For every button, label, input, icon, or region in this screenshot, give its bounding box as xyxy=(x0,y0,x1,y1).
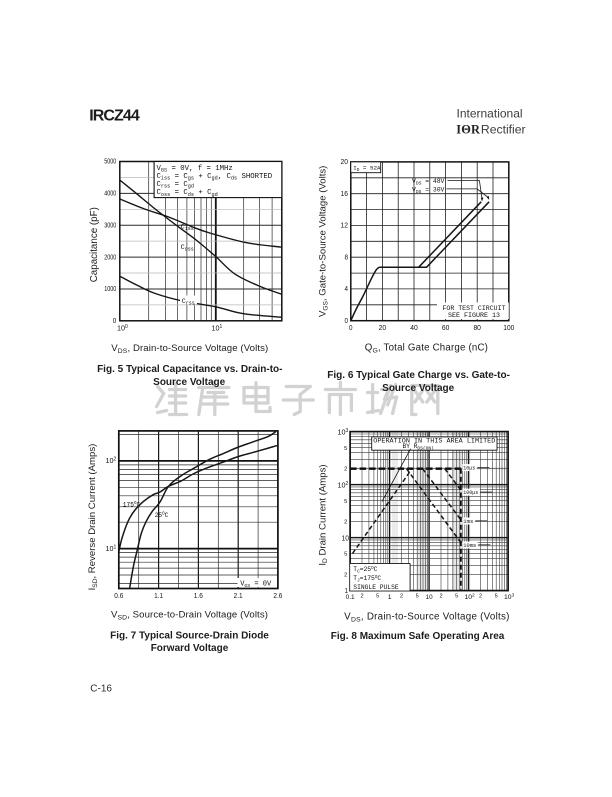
svg-text:FOR TEST CIRCUIT: FOR TEST CIRCUIT xyxy=(443,305,506,312)
svg-text:5: 5 xyxy=(344,499,347,505)
svg-text:VGS​ = 0V, f = 1MHz: VGS​ = 0V, f = 1MHz xyxy=(157,165,233,174)
svg-text:100: 100 xyxy=(503,323,514,332)
svg-text:VDS, Drain-to-Source Voltage (: VDS, Drain-to-Source Voltage (Volts) xyxy=(344,612,510,624)
svg-text:1000: 1000 xyxy=(104,284,116,293)
svg-text:2: 2 xyxy=(344,520,347,526)
svg-text:ISD, Reverse Drain Current (Am: ISD, Reverse Drain Current (Amps) xyxy=(87,444,99,591)
svg-text:2: 2 xyxy=(400,594,403,600)
svg-text:Capacitance (pF): Capacitance (pF) xyxy=(89,207,100,282)
svg-text:1: 1 xyxy=(388,594,392,601)
svg-text:102​: 102​ xyxy=(338,481,349,490)
svg-text:0: 0 xyxy=(345,316,349,325)
svg-text:5: 5 xyxy=(495,594,498,600)
svg-text:101​: 101​ xyxy=(106,544,117,553)
svg-text:Ciss​: Ciss​ xyxy=(181,224,194,233)
svg-text:IΘR: IΘR xyxy=(456,123,481,137)
svg-text:10: 10 xyxy=(426,594,433,601)
svg-text:VGS​ = 0V: VGS​ = 0V xyxy=(240,581,272,590)
svg-text:0.6: 0.6 xyxy=(114,591,123,600)
svg-text:Rectifier: Rectifier xyxy=(481,123,526,137)
svg-text:5: 5 xyxy=(344,552,347,558)
svg-text:5000: 5000 xyxy=(104,157,116,166)
svg-text:60: 60 xyxy=(442,323,450,332)
svg-text:20: 20 xyxy=(341,157,349,166)
svg-text:10µs: 10µs xyxy=(463,465,475,472)
svg-text:Crss​: Crss​ xyxy=(182,298,195,307)
svg-text:16: 16 xyxy=(341,189,349,198)
svg-text:40: 40 xyxy=(410,323,418,332)
svg-text:103​: 103​ xyxy=(338,428,349,437)
svg-text:2.1: 2.1 xyxy=(234,591,243,600)
svg-text:Coss​: Coss​ xyxy=(181,244,194,253)
svg-text:2: 2 xyxy=(479,594,482,600)
svg-text:Source Voltage: Source Voltage xyxy=(153,377,225,388)
svg-text:Fig. 7 Typical Source-Drain Di: Fig. 7 Typical Source-Drain Diode xyxy=(110,631,269,642)
svg-text:103​: 103​ xyxy=(504,592,515,600)
svg-text:Crss​ = Cgd​: Crss​ = Cgd​ xyxy=(157,181,194,190)
svg-text:102​: 102​ xyxy=(465,592,476,600)
svg-text:0: 0 xyxy=(113,316,117,325)
svg-text:VDS, Drain-to-Source Voltage (: VDS, Drain-to-Source Voltage (Volts) xyxy=(111,343,268,355)
svg-text:Fig. 8 Maximum Safe Operating: Fig. 8 Maximum Safe Operating Area xyxy=(331,631,505,642)
svg-text:25O​C: 25O​C xyxy=(155,512,169,519)
svg-text:ID​ = 52A: ID​ = 52A xyxy=(353,165,381,173)
svg-text:VDS​ = 48V: VDS​ = 48V xyxy=(412,178,445,187)
svg-text:ID Drain Current (Amps): ID Drain Current (Amps) xyxy=(317,464,329,565)
svg-text:100µs: 100µs xyxy=(463,489,478,496)
svg-text:175O​C: 175O​C xyxy=(123,501,141,508)
svg-text:3000: 3000 xyxy=(104,220,116,229)
svg-text:Coss​ = Cds​ + Cgd​: Coss​ = Cds​ + Cgd​ xyxy=(157,189,218,198)
svg-text:101​: 101​ xyxy=(212,324,223,333)
svg-text:20: 20 xyxy=(379,323,387,332)
svg-text:SEE FIGURE 13: SEE FIGURE 13 xyxy=(448,312,500,319)
svg-text:10ms: 10ms xyxy=(463,542,476,549)
svg-text:2.6: 2.6 xyxy=(273,591,282,600)
svg-text:1ms: 1ms xyxy=(463,518,473,525)
svg-text:2: 2 xyxy=(360,594,363,600)
svg-text:C-16: C-16 xyxy=(90,683,112,694)
svg-text:VDS​ = 30V: VDS​ = 30V xyxy=(412,187,445,196)
svg-text:Forward Voltage: Forward Voltage xyxy=(151,643,229,654)
svg-text:2000: 2000 xyxy=(104,252,116,261)
svg-text:0: 0 xyxy=(349,323,353,332)
svg-text:4: 4 xyxy=(345,284,349,293)
svg-text:10: 10 xyxy=(342,534,350,543)
svg-text:5: 5 xyxy=(376,594,379,600)
svg-text:0.1: 0.1 xyxy=(346,594,355,601)
svg-text:TJ​=175O​C: TJ​=175O​C xyxy=(353,575,381,583)
svg-text:2: 2 xyxy=(344,467,347,473)
svg-text:12: 12 xyxy=(341,221,349,230)
svg-text:International: International xyxy=(457,107,523,121)
svg-text:OPERATION IN THIS AREA LIMITED: OPERATION IN THIS AREA LIMITED xyxy=(373,437,495,444)
svg-text:QG, Total Gate Charge (nC): QG, Total Gate Charge (nC) xyxy=(365,343,488,355)
svg-text:SINGLE PULSE: SINGLE PULSE xyxy=(353,584,399,591)
svg-text:1: 1 xyxy=(345,586,349,595)
svg-text:TC​=25O​C: TC​=25O​C xyxy=(353,566,377,574)
svg-text:Fig. 6 Typical Gate Charge vs.: Fig. 6 Typical Gate Charge vs. Gate-to- xyxy=(327,370,510,381)
svg-text:Ciss​ = Cgs​ + Cgd​, Cds​ SHOR: Ciss​ = Cgs​ + Cgd​, Cds​ SHORTED xyxy=(157,173,273,182)
svg-text:Source Voltage: Source Voltage xyxy=(382,383,454,394)
svg-text:5: 5 xyxy=(455,594,458,600)
svg-text:100​: 100​ xyxy=(117,324,128,333)
svg-text:VGS, Gate-to-Source Voltage (V: VGS, Gate-to-Source Voltage (Volts) xyxy=(318,166,330,317)
svg-text:8: 8 xyxy=(345,252,349,261)
svg-text:IRCZ44: IRCZ44 xyxy=(89,107,140,124)
svg-text:5: 5 xyxy=(344,446,347,452)
svg-text:4000: 4000 xyxy=(104,189,116,198)
svg-text:102​: 102​ xyxy=(106,456,117,465)
svg-text:Fig. 5 Typical Capacitance vs.: Fig. 5 Typical Capacitance vs. Drain-to- xyxy=(97,364,282,375)
svg-text:VSD, Source-to-Drain Voltage (: VSD, Source-to-Drain Voltage (Volts) xyxy=(111,610,268,622)
svg-text:1.6: 1.6 xyxy=(194,591,203,600)
svg-text:1.1: 1.1 xyxy=(154,591,163,600)
svg-text:2: 2 xyxy=(344,573,347,579)
svg-text:BY RDS(ON)​: BY RDS(ON)​ xyxy=(403,443,434,452)
svg-text:80: 80 xyxy=(473,323,481,332)
svg-text:2: 2 xyxy=(439,594,442,600)
svg-text:5: 5 xyxy=(416,594,419,600)
